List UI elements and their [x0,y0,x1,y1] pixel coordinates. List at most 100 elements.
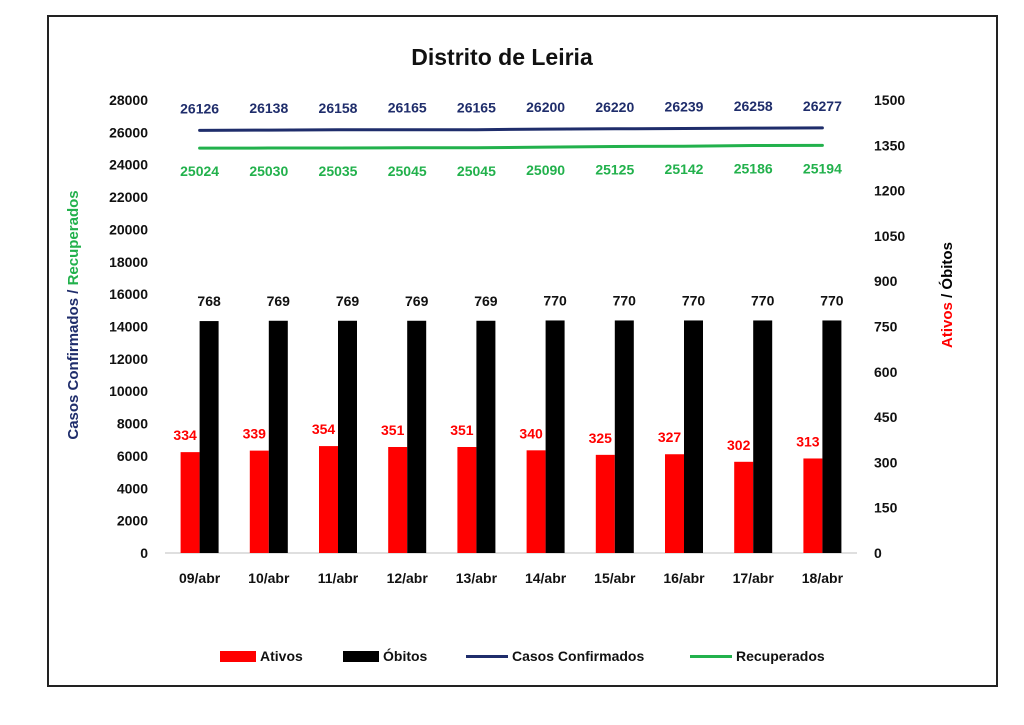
left-axis-tick-label: 26000 [109,124,148,140]
x-axis-tick-label: 18/abr [802,570,844,586]
left-axis-tick-label: 28000 [109,92,148,108]
data-label-recuperados: 25194 [803,160,842,176]
right-axis-tick-label: 900 [874,273,898,289]
data-label-ativos: 325 [589,430,613,446]
x-axis-tick-label: 09/abr [179,570,221,586]
data-label-ativos: 354 [312,421,336,437]
right-axis-tick-label: 150 [874,500,898,516]
legend-label-ativos: Ativos [260,648,303,664]
data-label-ativos: 351 [381,422,405,438]
bar-ativos [803,458,823,553]
bar-obitos [684,320,703,553]
left-axis-tick-label: 14000 [109,319,148,335]
bar-obitos [753,320,773,553]
bar-ativos [180,452,200,553]
legend-swatch-confirmados [466,654,508,658]
data-label-casos-confirmados: 26239 [665,98,704,114]
right-axis-tick-label: 0 [874,545,882,561]
left-axis-tick-label: 24000 [109,157,148,173]
right-axis-tick-label: 450 [874,409,898,425]
bar-obitos [476,320,496,553]
data-label-casos-confirmados: 26200 [526,99,565,115]
legend-item-ativos: Ativos [220,648,303,664]
data-label-obitos: 770 [543,292,567,308]
x-axis-tick-label: 13/abr [456,570,498,586]
data-label-obitos: 770 [751,292,775,308]
legend-swatch-recuperados [690,654,732,658]
data-label-ativos: 339 [243,426,267,442]
legend-item-recuperados: Recuperados [690,648,825,664]
data-label-ativos: 351 [450,422,474,438]
legend: Ativos Óbitos Casos Confirmados Recupera… [0,648,1024,670]
left-axis-tick-label: 6000 [117,448,148,464]
data-label-obitos: 769 [336,293,360,309]
legend-swatch-ativos [220,650,256,662]
data-label-recuperados: 25186 [734,161,773,177]
legend-item-confirmados: Casos Confirmados [466,648,644,664]
line-casos-confirmados [198,126,824,132]
left-axis-tick-label: 20000 [109,221,148,237]
data-label-recuperados: 25030 [249,163,288,179]
right-axis-tick-label: 750 [874,319,898,335]
data-label-recuperados: 25090 [526,162,565,178]
bar-ativos [526,450,546,553]
bar-ativos [595,454,615,553]
data-label-ativos: 302 [727,437,751,453]
x-axis-tick-label: 12/abr [387,570,429,586]
data-label-obitos: 770 [613,292,637,308]
x-axis-tick-label: 10/abr [248,570,290,586]
data-label-recuperados: 25045 [457,163,496,179]
data-label-casos-confirmados: 26126 [180,100,219,116]
data-label-casos-confirmados: 26277 [803,98,842,114]
bar-ativos [319,446,338,553]
left-axis-tick-label: 8000 [117,416,148,432]
data-label-obitos: 770 [682,292,706,308]
right-axis-tick-label: 300 [874,454,898,470]
data-label-ativos: 313 [796,433,820,449]
data-label-casos-confirmados: 26165 [457,100,496,116]
chart-title: Distrito de Leiria [411,44,593,70]
x-axis-tick-label: 16/abr [663,570,705,586]
x-axis-tick-label: 17/abr [733,570,775,586]
data-label-casos-confirmados: 26258 [734,98,773,114]
bar-obitos [614,320,634,553]
data-label-recuperados: 25035 [319,163,358,179]
data-label-obitos: 770 [820,292,844,308]
bar-obitos [199,321,219,553]
bar-obitos [338,320,357,553]
data-label-recuperados: 25045 [388,163,427,179]
bar-obitos [545,320,565,553]
right-axis-tick-label: 1050 [874,228,905,244]
left-axis-tick-label: 10000 [109,383,148,399]
left-axis-tick-label: 2000 [117,513,148,529]
x-axis-tick-label: 15/abr [594,570,636,586]
bar-obitos [407,320,427,553]
data-label-recuperados: 25142 [665,161,704,177]
left-axis-tick-label: 16000 [109,286,148,302]
right-axis-tick-label: 600 [874,364,898,380]
right-axis-tick-label: 1350 [874,137,905,153]
data-label-obitos: 769 [267,293,291,309]
data-label-casos-confirmados: 26220 [595,99,634,115]
right-axis-tick-label: 1200 [874,183,905,199]
x-axis-tick-label: 14/abr [525,570,567,586]
legend-swatch-obitos [343,650,379,662]
data-label-casos-confirmados: 26138 [249,100,288,116]
left-axis-tick-label: 4000 [117,480,148,496]
data-label-obitos: 769 [474,293,498,309]
left-axis-tick-label: 12000 [109,351,148,367]
bar-ativos [665,454,684,553]
data-label-casos-confirmados: 26165 [388,100,427,116]
left-axis-tick-label: 22000 [109,189,148,205]
bar-ativos [734,461,754,553]
right-axis-tick-label: 1500 [874,92,905,108]
data-label-ativos: 340 [519,425,543,441]
bar-obitos [822,320,842,553]
left-axis-tick-label: 18000 [109,254,148,270]
legend-label-recuperados: Recuperados [736,648,825,664]
x-axis-tick-label: 11/abr [318,570,359,586]
left-axis-tick-label: 0 [140,545,148,561]
bar-ativos [388,446,408,553]
data-label-obitos: 769 [405,293,429,309]
